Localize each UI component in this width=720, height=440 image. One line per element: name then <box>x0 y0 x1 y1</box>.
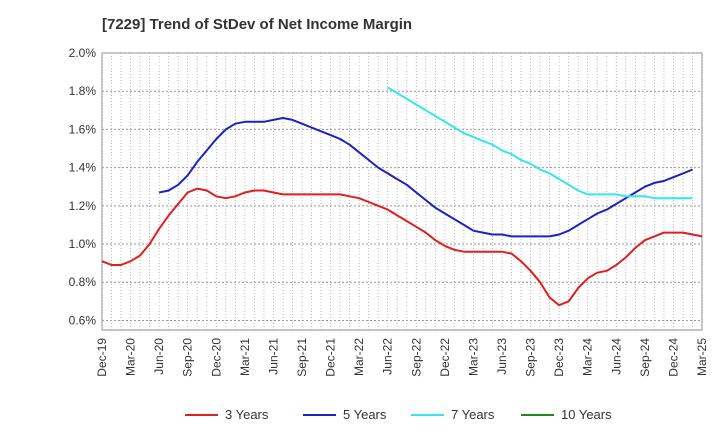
x-tick-label: Dec-22 <box>438 338 452 377</box>
x-tick-label: Sep-21 <box>295 338 309 377</box>
x-tick-label: Mar-20 <box>124 338 138 376</box>
legend-label: 3 Years <box>225 407 269 422</box>
y-tick-label: 1.8% <box>69 84 97 98</box>
legend-item: 3 Years <box>185 407 269 422</box>
x-tick-label: Jun-20 <box>152 338 166 375</box>
x-tick-label: Dec-24 <box>666 338 680 377</box>
x-tick-label: Dec-21 <box>324 338 338 377</box>
x-tick-label: Jun-24 <box>609 338 623 375</box>
x-tick-label: Jun-23 <box>495 338 509 375</box>
legend-item: 7 Years <box>411 407 495 422</box>
x-tick-label: Dec-23 <box>552 338 566 377</box>
x-tick-label: Jun-21 <box>266 338 280 375</box>
y-tick-label: 1.6% <box>69 122 97 136</box>
y-tick-label: 1.4% <box>69 161 97 175</box>
x-tick-label: Sep-24 <box>638 338 652 377</box>
x-tick-label: Mar-22 <box>352 338 366 376</box>
legend-item: 5 Years <box>303 407 387 422</box>
y-tick-label: 2.0% <box>69 46 97 60</box>
legend-label: 7 Years <box>451 407 495 422</box>
x-tick-label: Mar-21 <box>238 338 252 376</box>
series-line <box>158 117 693 238</box>
x-tick-label: Dec-20 <box>209 338 223 377</box>
x-tick-label: Mar-24 <box>581 338 595 376</box>
x-tick-label: Mar-25 <box>695 338 709 376</box>
y-tick-label: 1.0% <box>69 237 97 251</box>
y-tick-label: 1.2% <box>69 199 97 213</box>
x-tick-label: Jun-22 <box>381 338 395 375</box>
chart-title: [7229] Trend of StDev of Net Income Marg… <box>102 16 413 33</box>
legend-label: 5 Years <box>343 407 387 422</box>
x-tick-label: Dec-19 <box>95 338 109 377</box>
legend-item: 10 Years <box>521 407 612 422</box>
legend-label: 10 Years <box>561 407 612 422</box>
x-tick-label: Sep-23 <box>524 338 538 377</box>
x-tick-label: Sep-22 <box>409 338 423 377</box>
y-tick-label: 0.6% <box>69 313 97 327</box>
series-line <box>101 187 703 307</box>
y-tick-label: 0.8% <box>69 275 97 289</box>
x-tick-label: Mar-23 <box>466 338 480 376</box>
x-tick-label: Sep-20 <box>181 338 195 377</box>
series-line <box>387 86 693 200</box>
